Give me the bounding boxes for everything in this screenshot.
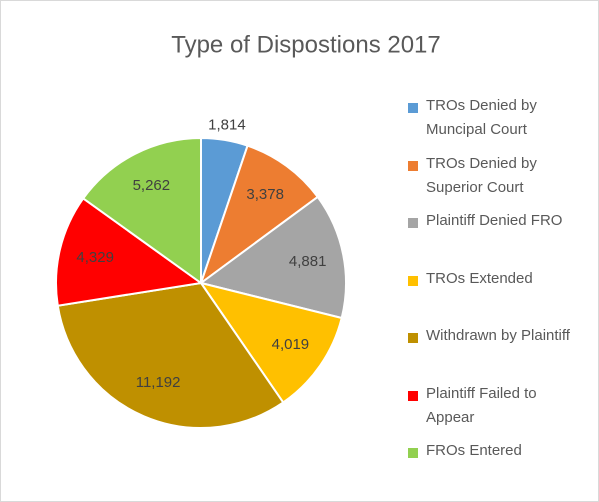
legend-item: Withdrawn by Plaintiff: [408, 327, 578, 348]
legend-item: TROs Extended: [408, 270, 578, 291]
data-label: 5,262: [133, 177, 171, 194]
legend-item: TROs Denied by Muncipal Court: [408, 97, 578, 142]
pie-slice: [198, 195, 347, 320]
pie-slice: [56, 281, 285, 429]
data-label: 4,019: [272, 336, 310, 353]
legend-label: Withdrawn by Plaintiff: [426, 327, 570, 344]
legend-label: TROs Denied by Superior Court: [426, 154, 537, 196]
legend-swatch: [408, 390, 418, 401]
chart-title: Type of Dispostions 2017: [171, 31, 441, 58]
legend-label: TROs Denied by Muncipal Court: [426, 97, 537, 138]
legend-swatch: [408, 448, 418, 458]
legend-label: Plaintiff Denied FRO: [426, 212, 563, 229]
legend-label: Plaintiff Failed to Appear: [426, 384, 537, 426]
data-label: 3,378: [246, 186, 284, 203]
legend-swatch: [408, 218, 418, 228]
data-label: 11,192: [136, 374, 181, 391]
legend-swatch: [408, 160, 418, 171]
data-label: 1,814: [208, 117, 246, 134]
legend-item: Plaintiff Failed to Appear: [408, 385, 578, 430]
pie-slice: [55, 197, 204, 307]
legend-label: FROs Entered: [426, 442, 522, 459]
legend-swatch: [408, 333, 418, 343]
data-label: 4,329: [76, 249, 114, 266]
pie-slice: [199, 144, 320, 286]
legend-item: Plaintiff Denied FRO: [408, 212, 578, 233]
pie-slice: [198, 281, 343, 404]
legend-label: TROs Extended: [426, 269, 533, 287]
pie-slice: [81, 136, 202, 285]
data-label: 4,881: [289, 253, 327, 270]
legend-swatch: [408, 103, 418, 113]
legend-item: FROs Entered: [408, 442, 578, 463]
legend-swatch: [408, 275, 418, 286]
legend-item: TROs Denied by Superior Court: [408, 155, 578, 200]
